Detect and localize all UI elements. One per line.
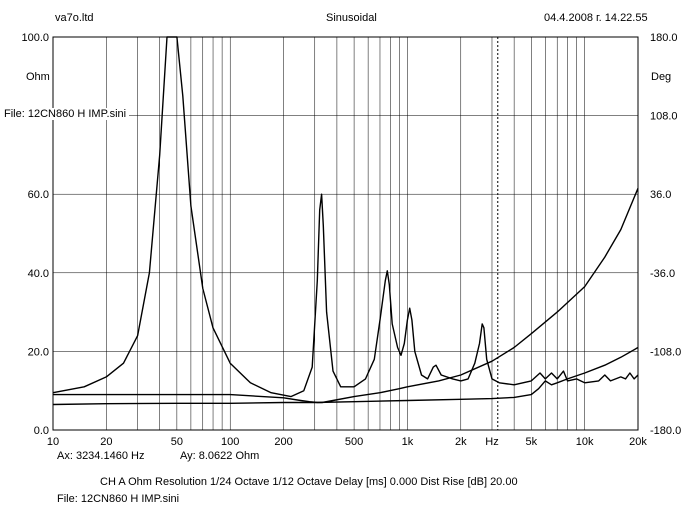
y-tick-label-right: 180.0: [650, 32, 678, 44]
series-line-3: [52, 346, 639, 406]
y-tick-label-right: 108.0: [650, 111, 678, 123]
measurement-settings: CH A Ohm Resolution 1/24 Octave 1/12 Oct…: [100, 476, 518, 488]
header-timestamp: 04.4.2008 г. 14.22.55: [544, 12, 648, 24]
file-label: File: 12CN860 H IMP.sini: [4, 108, 130, 120]
header-left: va7o.ltd: [55, 12, 94, 24]
y-tick-label-right: 36.0: [650, 189, 671, 201]
x-tick-label: Hz: [485, 436, 498, 448]
series-line-2: [53, 188, 639, 404]
y-tick-label-left: 0.0: [34, 425, 49, 437]
x-tick-label: 100: [221, 436, 239, 448]
x-tick-label: 200: [274, 436, 292, 448]
plot-frame: [52, 36, 639, 431]
y-axis-right-unit: Deg: [651, 71, 671, 83]
x-tick-label: 10k: [576, 436, 594, 448]
cursor-x-readout: Ax: 3234.1460 Hz: [57, 450, 145, 462]
y-axis-left-unit: Ohm: [26, 71, 50, 83]
x-tick-label: 1k: [402, 436, 414, 448]
footer-file: File: 12CN860 H IMP.sini: [57, 493, 180, 505]
x-tick-label: 5k: [525, 436, 537, 448]
x-tick-label: 2k: [455, 436, 467, 448]
y-tick-label-right: -180.0: [650, 425, 681, 437]
y-tick-label-left: 60.0: [28, 189, 49, 201]
series-line-1: [52, 36, 639, 398]
y-tick-label-left: 100.0: [21, 32, 49, 44]
plot-area-background: [53, 37, 638, 430]
header-title: Sinusoidal: [326, 12, 377, 24]
y-tick-label-left: 40.0: [28, 268, 49, 280]
x-tick-label: 10: [47, 436, 59, 448]
y-tick-label-left: 20.0: [28, 346, 49, 358]
x-tick-label: 20k: [629, 436, 647, 448]
x-tick-label: 50: [171, 436, 183, 448]
x-tick-label: 500: [345, 436, 363, 448]
x-tick-label: 20: [100, 436, 112, 448]
cursor-y-readout: Ay: 8.0622 Ohm: [180, 450, 260, 462]
y-tick-label-right: -108.0: [650, 346, 681, 358]
y-tick-label-right: -36.0: [650, 268, 675, 280]
